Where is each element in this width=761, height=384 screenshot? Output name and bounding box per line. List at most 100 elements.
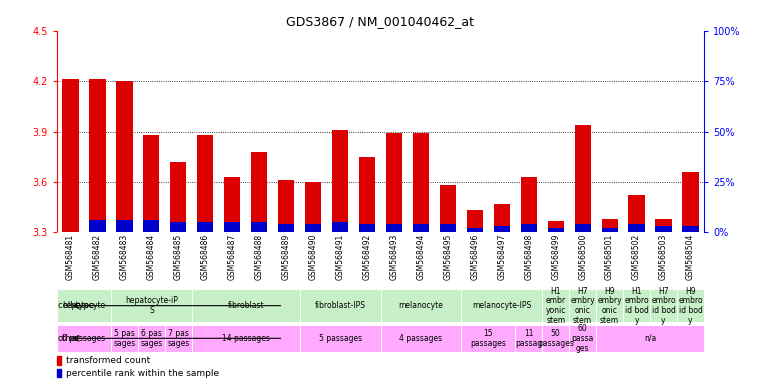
Text: H1
embr
yonic
stem: H1 embr yonic stem (546, 286, 566, 325)
Text: GSM568495: GSM568495 (444, 234, 452, 280)
Text: GSM568486: GSM568486 (201, 234, 210, 280)
FancyBboxPatch shape (300, 290, 380, 322)
Bar (57, 356, 62, 364)
FancyBboxPatch shape (569, 290, 596, 322)
FancyBboxPatch shape (192, 290, 300, 322)
Text: transformed count: transformed count (66, 356, 150, 365)
Bar (116, 220, 132, 232)
Bar (440, 185, 456, 232)
FancyBboxPatch shape (57, 324, 111, 352)
Bar (548, 228, 564, 232)
Text: H7
embry
onic
stem: H7 embry onic stem (570, 286, 595, 325)
Bar (683, 172, 699, 232)
Text: GSM568489: GSM568489 (282, 234, 291, 280)
Bar (116, 81, 132, 232)
Bar (440, 224, 456, 232)
Text: H9
embro
id bod
y: H9 embro id bod y (678, 286, 702, 325)
Text: 50
passages: 50 passages (538, 329, 574, 348)
FancyBboxPatch shape (380, 290, 461, 322)
Bar (278, 224, 295, 232)
Text: 6 pas
sages: 6 pas sages (140, 329, 163, 348)
Text: 14 passages: 14 passages (221, 334, 269, 343)
Bar (386, 224, 402, 232)
Bar (548, 220, 564, 232)
FancyBboxPatch shape (300, 324, 380, 352)
Text: GSM568493: GSM568493 (390, 234, 399, 280)
Text: H7
embro
id bod
y: H7 embro id bod y (651, 286, 676, 325)
Bar (494, 204, 510, 232)
Bar (224, 222, 240, 232)
Text: 5 passages: 5 passages (319, 334, 361, 343)
Text: hepatocyte: hepatocyte (62, 301, 106, 310)
Bar (412, 224, 429, 232)
Text: other: other (58, 334, 80, 343)
Bar (412, 133, 429, 232)
FancyBboxPatch shape (57, 290, 111, 322)
Bar (305, 182, 321, 232)
Text: 0 passages: 0 passages (62, 334, 106, 343)
Text: GSM568494: GSM568494 (416, 234, 425, 280)
Bar (629, 224, 645, 232)
FancyBboxPatch shape (111, 324, 138, 352)
Bar (386, 133, 402, 232)
Text: GSM568496: GSM568496 (470, 234, 479, 280)
FancyBboxPatch shape (138, 324, 165, 352)
FancyBboxPatch shape (165, 324, 192, 352)
Text: GSM568481: GSM568481 (66, 234, 75, 280)
Bar (62, 79, 78, 232)
Bar (683, 226, 699, 232)
Text: melanocyte: melanocyte (399, 301, 444, 310)
Text: 4 passages: 4 passages (400, 334, 442, 343)
Text: fibroblast: fibroblast (228, 301, 264, 310)
Bar (359, 224, 375, 232)
Text: cell type: cell type (58, 301, 94, 310)
FancyBboxPatch shape (543, 324, 569, 352)
Bar (170, 222, 186, 232)
Text: GSM568502: GSM568502 (632, 234, 641, 280)
Bar (629, 195, 645, 232)
Text: GSM568487: GSM568487 (228, 234, 237, 280)
Bar (90, 220, 106, 232)
Bar (655, 219, 672, 232)
FancyBboxPatch shape (596, 290, 623, 322)
Bar (57, 369, 62, 377)
Text: 11
passag: 11 passag (515, 329, 543, 348)
Bar (655, 226, 672, 232)
Bar (575, 125, 591, 232)
Bar (332, 222, 348, 232)
Bar (575, 224, 591, 232)
Text: GSM568490: GSM568490 (309, 234, 317, 280)
Text: fibroblast-IPS: fibroblast-IPS (314, 301, 365, 310)
Bar (521, 177, 537, 232)
FancyBboxPatch shape (192, 324, 300, 352)
Bar (466, 228, 483, 232)
Text: GSM568491: GSM568491 (336, 234, 345, 280)
Text: GSM568488: GSM568488 (255, 234, 264, 280)
Text: 60
passa
ges: 60 passa ges (572, 324, 594, 353)
FancyBboxPatch shape (623, 290, 650, 322)
Text: GSM568500: GSM568500 (578, 234, 587, 280)
FancyBboxPatch shape (515, 324, 543, 352)
Bar (143, 135, 160, 232)
Text: 15
passages: 15 passages (470, 329, 506, 348)
Bar (466, 210, 483, 232)
Text: melanocyte-IPS: melanocyte-IPS (472, 301, 531, 310)
Bar (305, 224, 321, 232)
Text: GSM568485: GSM568485 (174, 234, 183, 280)
Text: GSM568492: GSM568492 (362, 234, 371, 280)
FancyBboxPatch shape (461, 290, 543, 322)
Bar (197, 135, 213, 232)
Text: H9
embry
onic
stem: H9 embry onic stem (597, 286, 622, 325)
Text: H1
embro
id bod
y: H1 embro id bod y (624, 286, 649, 325)
Bar (197, 222, 213, 232)
FancyBboxPatch shape (543, 290, 569, 322)
Text: percentile rank within the sample: percentile rank within the sample (66, 369, 219, 378)
Bar (494, 226, 510, 232)
Bar (601, 219, 618, 232)
Bar (278, 180, 295, 232)
Text: GSM568497: GSM568497 (497, 234, 506, 280)
Bar (90, 79, 106, 232)
Bar (143, 220, 160, 232)
Text: GSM568483: GSM568483 (120, 234, 129, 280)
Bar (170, 162, 186, 232)
